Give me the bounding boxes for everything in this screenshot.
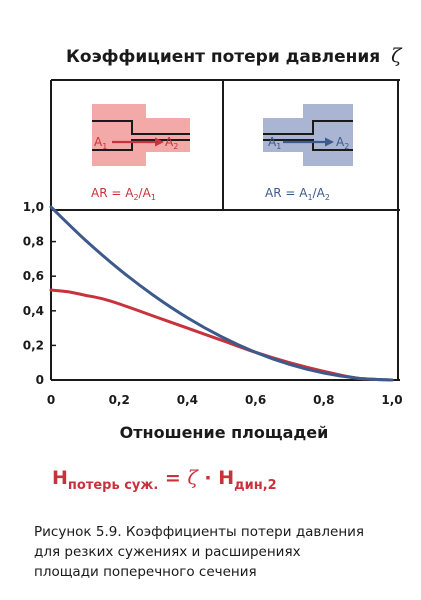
inset-panel (50, 79, 400, 210)
expansion-wide-section (313, 104, 353, 166)
contraction-wide-section (92, 104, 132, 166)
caption-line-1: Рисунок 5.9. Коэффициенты потери давлени… (34, 524, 365, 540)
caption-line-3: площади поперечного сечения (34, 564, 257, 580)
x-tick-label: 0,6 (245, 393, 266, 407)
expansion-ratio-label: AR = A1/A2 (265, 186, 330, 202)
contraction-ratio-label: AR = A2/A1 (91, 186, 156, 202)
expansion-diagram: A1 A2 AR = A1/A2 (263, 104, 353, 202)
x-tick-label: 0 (47, 393, 55, 407)
loss-formula: Hпотерь суж. = ζ · Hдин,2 (52, 467, 277, 493)
expansion-wall-bottom (263, 139, 353, 151)
expansion-wall-top (263, 120, 353, 135)
x-tick-label: 0,4 (177, 393, 198, 407)
expansion-a2-label: A2 (336, 135, 349, 151)
y-tick-label: 0,4 (23, 304, 44, 318)
chart-title-text: Коэффициент потери давления (66, 47, 380, 67)
series-line-contraction (49, 288, 394, 382)
chart-title: Коэффициент потери давления ζ (66, 45, 403, 67)
plot-area: 0 0,2 0,4 0,6 0,8 1,0 0 0,2 0,4 0,6 0,8 1,0 (23, 200, 403, 407)
expansion-flow-arrow (325, 137, 334, 147)
y-tick-label: 0 (36, 373, 44, 387)
x-tick-label: 0,2 (109, 393, 130, 407)
y-tick-label: 0,2 (23, 338, 44, 352)
y-tick-label: 1,0 (23, 200, 44, 214)
series-lines (49, 205, 394, 382)
contraction-flow-arrow (155, 137, 164, 147)
contraction-wall-bottom (92, 139, 190, 151)
contraction-step-bottom (132, 152, 146, 166)
axis-ticks: 0 0,2 0,4 0,6 0,8 1,0 0 0,2 0,4 0,6 0,8 1,0 (23, 200, 403, 407)
caption-line-2: для резких сужениях и расширениях (34, 544, 301, 560)
contraction-a2-label: A2 (165, 135, 178, 151)
contraction-a1-label: A1 (94, 135, 107, 151)
contraction-diagram: A1 A2 AR = A2/A1 (91, 104, 190, 202)
figure-caption: Рисунок 5.9. Коэффициенты потери давлени… (34, 522, 418, 582)
x-axis-label: Отношение площадей (120, 423, 329, 442)
series-line-expansion (49, 205, 394, 382)
expansion-step-bottom (303, 152, 313, 166)
expansion-a1-label: A1 (268, 135, 281, 151)
contraction-wall-top (92, 120, 190, 135)
expansion-step-top (303, 104, 313, 118)
x-tick-label: 0,8 (313, 393, 334, 407)
y-tick-label: 0,6 (23, 269, 44, 283)
chart-title-symbol: ζ (391, 45, 403, 67)
y-tick-label: 0,8 (23, 235, 44, 249)
contraction-step-top (132, 104, 146, 118)
x-tick-label: 1,0 (381, 393, 402, 407)
